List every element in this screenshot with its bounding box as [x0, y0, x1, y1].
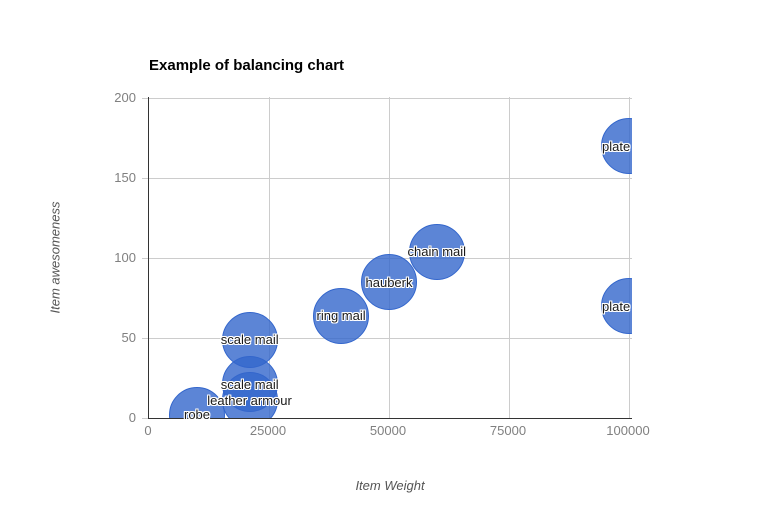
bubble-robe[interactable] [169, 386, 225, 418]
x-tick-label: 75000 [489, 423, 527, 438]
x-tick-label: 0 [144, 423, 152, 438]
y-gridline [149, 97, 632, 99]
y-axis-title: Item awesomeness [47, 201, 63, 314]
y-tick-label: 150 [114, 170, 136, 185]
y-tick-mark [142, 98, 148, 99]
y-tick-mark [142, 338, 148, 339]
chart-title: Example of balancing chart [149, 57, 345, 74]
x-axis-title: Item Weight [355, 478, 425, 493]
bubble-plate[interactable] [601, 278, 632, 334]
y-gridline [149, 177, 632, 179]
bubble-chain-mail[interactable] [409, 223, 465, 280]
y-gridline [149, 337, 632, 339]
bubble-plate[interactable] [601, 118, 632, 174]
bubble-scale-mail[interactable] [221, 311, 278, 368]
bubble-hauberk[interactable] [361, 254, 417, 310]
y-tick-mark [142, 258, 148, 259]
bubble-scale-mail[interactable] [221, 356, 278, 413]
bubble-layer [149, 97, 632, 418]
x-tick-label: 25000 [249, 423, 287, 438]
x-tick-label: 100000 [606, 423, 650, 438]
y-tick-label: 100 [114, 250, 136, 265]
x-tick-label: 50000 [369, 423, 407, 438]
y-tick-label: 0 [128, 410, 136, 425]
y-tick-label: 200 [114, 90, 136, 105]
bubble-ring-mail[interactable] [313, 287, 369, 344]
y-tick-label: 50 [121, 330, 136, 345]
y-tick-mark [142, 418, 148, 419]
y-tick-mark [142, 178, 148, 179]
plot-area: robe leather armour scale mail scale mail ri… [148, 97, 632, 422]
